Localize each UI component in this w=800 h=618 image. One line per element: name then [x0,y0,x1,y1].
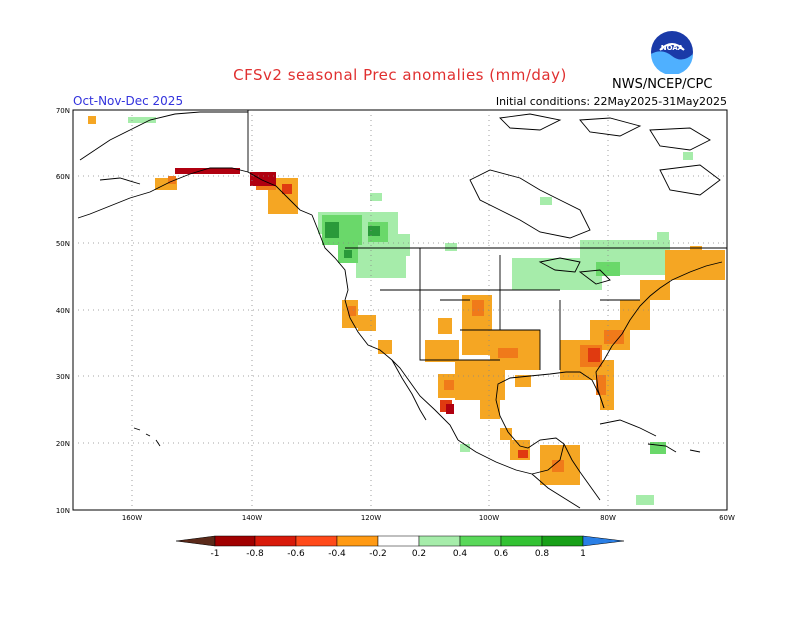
colorbar-tick: -1 [211,549,220,559]
lat-label: 50N [56,240,70,248]
agency-label: NWS/NCEP/CPC [612,77,713,92]
graticule [73,110,727,510]
lat-label: 70N [56,107,70,115]
colorbar-tick: -0.4 [328,549,346,559]
coastlines [77,110,727,509]
colorbar-tick: -0.6 [287,549,305,559]
colorbar-swatch [541,535,584,547]
lat-axis: 70N 60N 50N 40N 30N 20N 10N [56,107,70,515]
colorbar-tick: -0.8 [246,549,264,559]
colorbar-tick: 0.2 [412,549,426,559]
logo-text: NOAA [661,44,684,52]
lat-label: 10N [56,507,70,515]
season-label: Oct-Nov-Dec 2025 [73,94,184,108]
colorbar-swatch [214,535,256,547]
initial-conditions-label: Initial conditions: 22May2025-31May2025 [495,95,727,108]
colorbar-swatch [336,535,379,547]
lon-axis: 160W 140W 120W 100W 80W 60W [122,514,735,522]
colorbar-swatch [459,535,502,547]
colorbar-tick: -0.2 [369,549,387,559]
colorbar: -1 -0.8 -0.6 -0.4 -0.2 0.2 0.4 0.6 0.8 1 [175,535,625,559]
noaa-logo-icon: NOAA [651,31,693,74]
lon-label: 100W [479,514,499,522]
lat-label: 20N [56,440,70,448]
map-title: CFSv2 seasonal Prec anomalies (mm/day) [233,66,567,84]
lon-label: 60W [719,514,735,522]
anomaly-layer [88,116,725,505]
colorbar-tick: 0.8 [535,549,550,559]
lon-label: 120W [361,514,381,522]
lon-label: 160W [122,514,142,522]
lon-label: 140W [242,514,262,522]
colorbar-swatch [582,535,625,547]
lat-label: 60N [56,173,70,181]
colorbar-swatch [295,535,338,547]
colorbar-swatch [418,535,461,547]
lon-label: 80W [600,514,616,522]
colorbar-swatch [254,535,297,547]
lat-label: 40N [56,307,70,315]
colorbar-swatch [500,535,543,547]
colorbar-swatch [377,535,420,547]
colorbar-swatch [175,535,216,547]
colorbar-tick: 0.6 [494,549,509,559]
colorbar-tick: 0.4 [453,549,468,559]
lat-label: 30N [56,373,70,381]
colorbar-tick: 1 [580,549,586,559]
